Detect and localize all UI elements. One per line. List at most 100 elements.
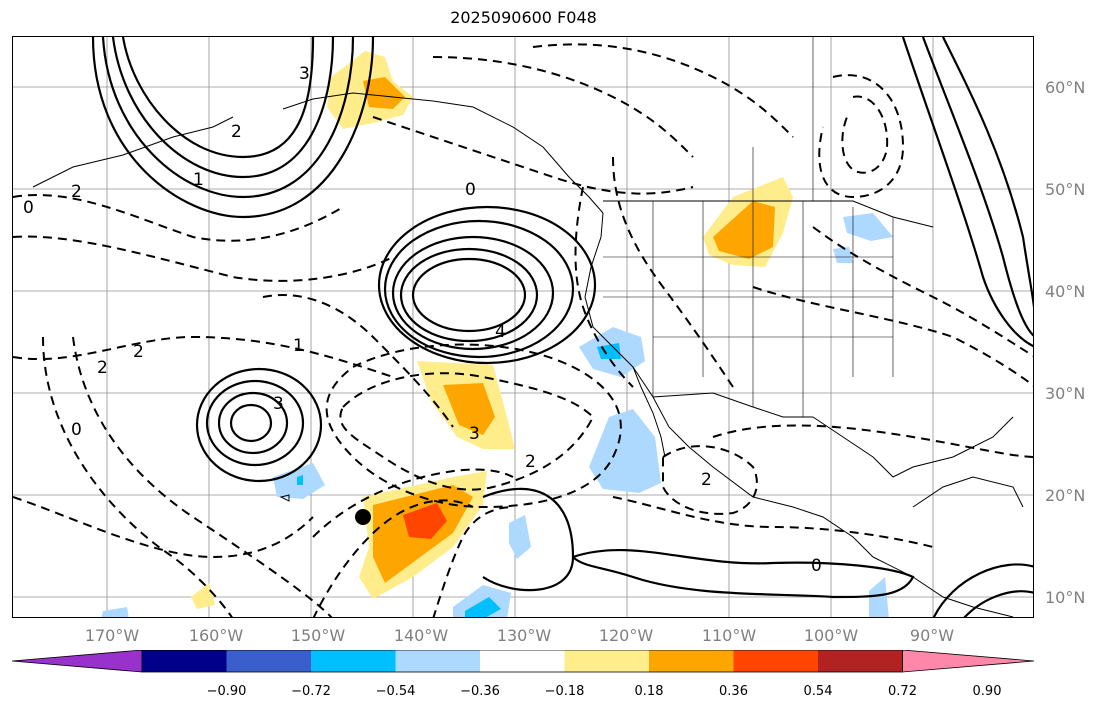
colorbar-tick-label: −0.36 <box>460 684 500 699</box>
dash-northeast-1 <box>818 74 905 199</box>
lat-label-30n: 30°N <box>1045 384 1086 403</box>
contour-label: 1 <box>293 336 304 356</box>
colorbar-tick-label: −0.90 <box>206 684 247 699</box>
lon-label-150w: 150°W <box>290 626 346 645</box>
east-trough-1 <box>942 37 1033 308</box>
lon-label-170w: 170°W <box>84 626 140 645</box>
colorbar-tick-label: −0.18 <box>544 684 585 699</box>
dash-hurricane-2 <box>312 499 474 617</box>
colorbar-tick-label: −0.54 <box>375 684 416 699</box>
colorbar-tick-label: 0.72 <box>888 684 917 699</box>
high-nw-arc-4 <box>91 37 375 219</box>
colorbar-tick-label: 0.54 <box>803 684 833 699</box>
colorbar-extend-low <box>12 650 143 673</box>
coast-aleutian <box>32 116 234 188</box>
contour-label: 0 <box>23 198 34 218</box>
high-west-ring-1 <box>229 403 273 443</box>
border-us-mexico <box>652 392 813 418</box>
contour-label: 2 <box>701 470 712 490</box>
high-center-ring-1 <box>411 257 527 333</box>
high-center-ring-3 <box>391 235 555 351</box>
high-center-ring-5 <box>377 205 597 365</box>
hawaii-1 <box>279 494 290 502</box>
colorbar-segment <box>649 650 734 672</box>
contour-label: 1 <box>193 170 204 190</box>
shading-positive <box>191 51 793 609</box>
colorbar-tick-label: 0.90 <box>972 684 1002 699</box>
gulf-ridge-2 <box>963 590 1033 617</box>
dash-north-3 <box>532 43 794 138</box>
dash-coast-1 <box>574 186 634 388</box>
gulf-ridge <box>932 563 1033 617</box>
coast-yucatan <box>912 476 1024 508</box>
east-trough-2 <box>921 37 1033 337</box>
dash-east-2 <box>752 286 1033 387</box>
high-nw-arc-1 <box>121 37 315 159</box>
dash-pac-2 <box>42 336 233 617</box>
map-title: 2025090600 F048 <box>450 8 597 27</box>
dash-north-1 <box>372 116 694 195</box>
shade-bottom-left <box>101 607 129 617</box>
lon-label-100w: 100°W <box>803 626 859 645</box>
colorbar-tick-label: 0.18 <box>634 684 664 699</box>
shade-south-core <box>465 597 501 617</box>
colorbar-segment <box>142 650 227 672</box>
shade-hurricane-peak <box>403 503 447 539</box>
shade-alaska-gulf-core <box>363 77 405 109</box>
dash-northeast-2 <box>841 95 889 174</box>
high-nw-arc-2 <box>111 37 335 179</box>
shade-small-1 <box>191 583 215 609</box>
high-west-ring-2 <box>217 391 289 455</box>
dash-west-low <box>262 294 454 428</box>
trop-ridge-2 <box>572 548 915 599</box>
contour-label: 2 <box>231 122 242 142</box>
contours-positive <box>91 37 1033 617</box>
dash-nw-1 <box>13 194 344 242</box>
storm-center-marker[interactable] <box>355 509 371 525</box>
dash-hurricane-trough <box>312 468 514 538</box>
contours-negative <box>13 43 1033 617</box>
colorbar-segment <box>226 650 312 672</box>
contour-label: 2 <box>97 358 108 378</box>
contour-label: 0 <box>811 556 822 576</box>
coast-gulf-mexico <box>812 416 1014 478</box>
lat-label-40n: 40°N <box>1045 282 1086 301</box>
colorbar-extend-high <box>902 650 1035 673</box>
east-trough-3 <box>901 37 1033 348</box>
dash-s-1 <box>612 496 934 548</box>
shading-negative <box>101 213 893 617</box>
state-borders <box>603 37 894 417</box>
lat-label-50n: 50°N <box>1045 180 1086 199</box>
map-panel: 0 2 1 2 3 4 0 2 3 2 0 1 0 2 3 2 <box>12 36 1034 618</box>
contour-labels: 0 2 1 2 3 4 0 2 3 2 0 1 0 2 3 2 <box>23 64 822 576</box>
dash-gulf <box>712 424 1033 458</box>
colorbar-segment <box>480 650 565 672</box>
dash-coast-2 <box>612 156 734 388</box>
contour-label: 3 <box>299 64 310 84</box>
contour-label: 0 <box>465 180 476 200</box>
shade-great-lakes-2 <box>833 247 853 263</box>
lon-label-140w: 140°W <box>393 626 449 645</box>
contour-label: 3 <box>273 394 284 414</box>
colorbar-tick-label: 0.36 <box>719 684 748 699</box>
colorbar-segment <box>818 650 903 672</box>
coast-baja <box>632 366 666 458</box>
lon-label-160w: 160°W <box>188 626 244 645</box>
colorbar-outline <box>141 650 903 673</box>
map-canvas: 0 2 1 2 3 4 0 2 3 2 0 1 0 2 3 2 <box>13 37 1033 617</box>
lat-label-20n: 20°N <box>1045 486 1086 505</box>
contour-label: 2 <box>71 182 82 202</box>
coast-west-us <box>584 212 874 558</box>
dash-north-2 <box>432 56 694 158</box>
high-nw-arc-3 <box>101 37 355 199</box>
dash-pac-3 <box>72 336 333 617</box>
shade-subtropic-core <box>443 383 495 435</box>
colorbar-segment <box>311 650 396 672</box>
colorbar-tick-label: −0.72 <box>291 684 331 699</box>
graticule <box>13 37 1033 617</box>
dash-pac-4 <box>13 496 314 559</box>
high-center-ring-2 <box>399 247 539 343</box>
lon-label-120w: 120°W <box>598 626 654 645</box>
shade-bottom-right <box>869 577 889 617</box>
lon-label-90w: 90°W <box>909 626 955 645</box>
